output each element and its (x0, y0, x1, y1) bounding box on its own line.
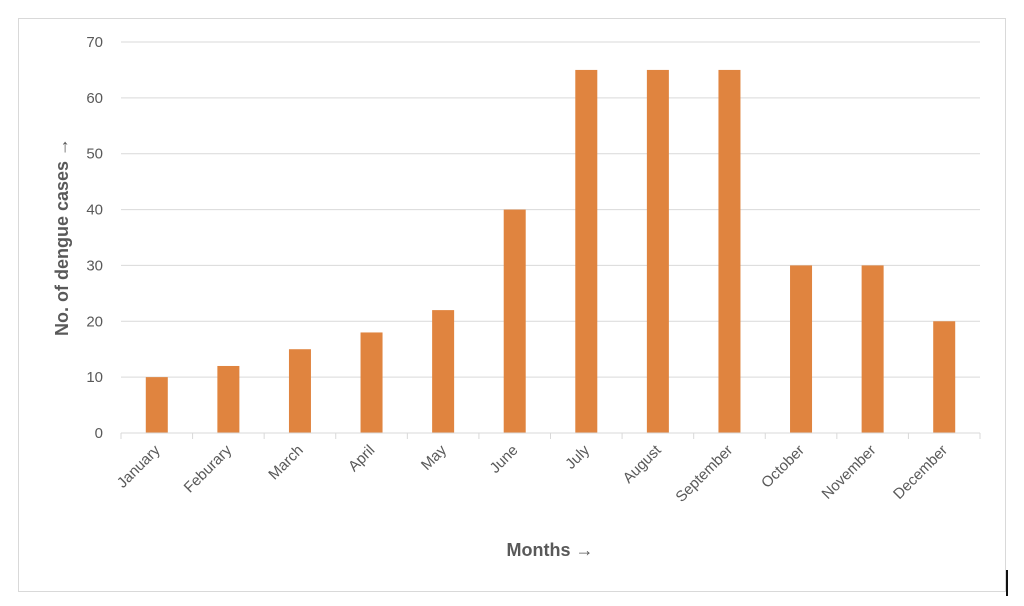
x-tick-label: December (890, 442, 951, 503)
bar (288, 349, 311, 433)
bar (718, 69, 741, 433)
y-axis: 0 10 20 30 40 50 60 70 (86, 34, 103, 442)
x-tick-label: Feburary (181, 441, 236, 496)
bar (790, 265, 813, 433)
x-tick-label: May (418, 441, 450, 473)
x-axis: January Feburary March April May June July Augu… (114, 432, 981, 506)
y-axis-title: No. of dengue cases → (52, 138, 72, 336)
y-tick-label: 70 (86, 34, 103, 51)
x-tick-label: October (758, 442, 808, 492)
bar (217, 365, 240, 433)
bar (360, 332, 383, 433)
y-tick-label: 60 (86, 90, 103, 107)
y-tick-label: 0 (95, 425, 103, 442)
bar (861, 265, 884, 433)
y-tick-label: 20 (86, 313, 103, 330)
gridlines (121, 41, 980, 434)
y-tick-label: 50 (86, 146, 103, 163)
bar (575, 69, 598, 433)
x-tick-label: June (487, 442, 522, 477)
x-tick-label: November (818, 442, 879, 503)
x-tick-label: September (672, 442, 736, 506)
bar (503, 209, 526, 433)
bar (646, 69, 669, 433)
y-tick-label: 10 (86, 369, 103, 386)
bar (432, 310, 455, 433)
bar-series (145, 69, 956, 433)
x-tick-label: January (114, 441, 164, 491)
x-axis-title: Months → (507, 540, 594, 560)
x-tick-label: August (620, 441, 666, 487)
x-tick-label: July (562, 441, 593, 472)
y-tick-label: 40 (86, 202, 103, 219)
text-cursor (1006, 570, 1008, 596)
bar (145, 377, 168, 433)
y-tick-label: 30 (86, 257, 103, 274)
x-tick-label: March (265, 442, 306, 483)
bar (933, 321, 956, 433)
x-tick-label: April (345, 442, 378, 475)
